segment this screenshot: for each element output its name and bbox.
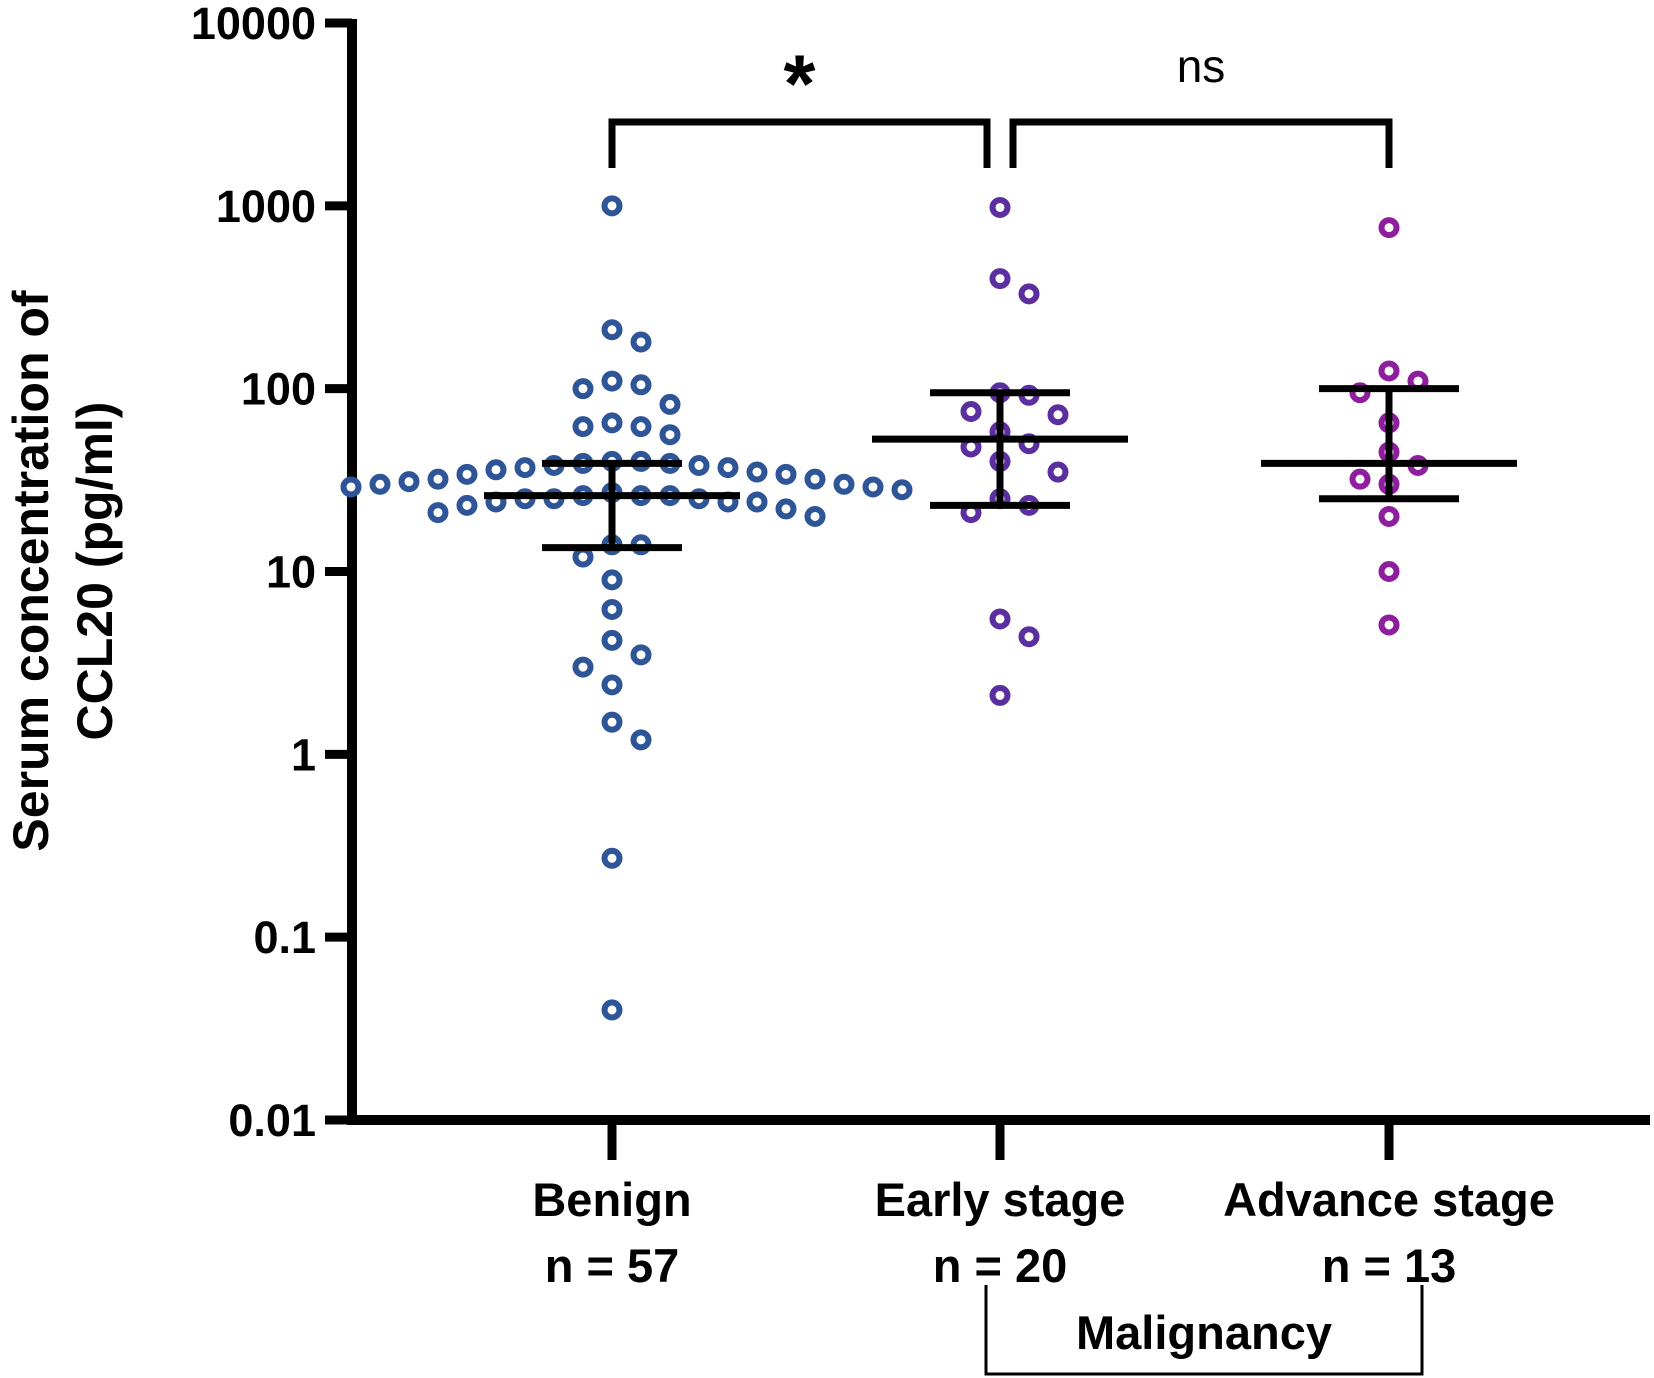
data-point: [989, 608, 1011, 630]
n-label: n = 20: [933, 1239, 1068, 1292]
data-point: [1047, 461, 1069, 483]
data-point: [804, 468, 826, 490]
data-point: [398, 471, 420, 493]
y-tick-label: 1: [291, 729, 316, 780]
data-point: [456, 494, 478, 516]
y-tick-label: 0.1: [253, 912, 316, 963]
data-point: [862, 476, 884, 498]
data-point: [601, 999, 623, 1021]
data-point: [572, 378, 594, 400]
data-point: [572, 546, 594, 568]
data-point: [1378, 561, 1400, 582]
data-point: [989, 268, 1011, 290]
data-point: [688, 454, 710, 476]
data-point: [775, 498, 797, 520]
category-label: Benign: [532, 1173, 691, 1226]
y-tick-label: 10: [266, 547, 316, 598]
data-point: [630, 644, 652, 666]
data-point: [456, 463, 478, 485]
significance-brackets: * ns: [608, 39, 1393, 168]
data-point: [572, 416, 594, 438]
data-point: [630, 416, 652, 438]
significance-bracket: [608, 118, 991, 168]
labels: Serum concentration of CCL20 (pg/ml) Benig…: [3, 290, 1555, 1376]
data-point: [659, 393, 681, 415]
data-point: [601, 412, 623, 434]
data-point: [514, 457, 536, 479]
data-point: [601, 629, 623, 651]
data-point: [601, 598, 623, 620]
data-point: [601, 711, 623, 733]
data-point: [601, 370, 623, 392]
significance-label: *: [784, 39, 816, 130]
data-point: [989, 196, 1011, 218]
data-point: [601, 569, 623, 591]
data-point: [601, 319, 623, 341]
y-tick-label: 0.01: [228, 1095, 316, 1146]
data-point: [1378, 505, 1400, 527]
y-axis-title-line-1: Serum concentration of: [3, 290, 59, 852]
y-axis-title: Serum concentration of CCL20 (pg/ml): [3, 290, 123, 852]
malignancy-label: Malignancy: [1076, 1306, 1332, 1359]
data-point: [1378, 360, 1400, 382]
y-tick-label: 1000: [216, 181, 316, 232]
data-point: [601, 195, 623, 217]
data-point: [746, 491, 768, 513]
significance-bracket: [1009, 118, 1393, 168]
data-point: [775, 463, 797, 485]
data-point: [804, 505, 826, 527]
data-point: [340, 476, 362, 498]
y-tick-label: 100: [241, 364, 316, 415]
data-point: [1047, 404, 1069, 426]
data-point: [1349, 468, 1371, 490]
category-label: Advance stage: [1223, 1173, 1555, 1226]
data-point: [1018, 283, 1040, 305]
median-iqr-bars: [484, 385, 1517, 552]
data-point: [717, 457, 739, 479]
data-point: [485, 459, 507, 481]
data-point: [601, 847, 623, 869]
data-point: [1378, 614, 1400, 636]
data-points: [340, 195, 1429, 1021]
y-tick-label: 10000: [191, 0, 316, 49]
data-point: [1018, 626, 1040, 648]
data-point: [572, 656, 594, 678]
data-point: [630, 374, 652, 396]
malignancy-bracket: [984, 1285, 1424, 1376]
data-point: [833, 473, 855, 495]
category-label: Early stage: [875, 1173, 1126, 1226]
data-point: [659, 424, 681, 446]
data-point: [630, 729, 652, 751]
data-point: [891, 479, 913, 501]
n-label: n = 13: [1322, 1239, 1457, 1292]
data-point: [1378, 217, 1400, 239]
data-point: [427, 468, 449, 490]
y-axis-title-line-2: CCL20 (pg/ml): [67, 402, 123, 741]
data-point: [989, 684, 1011, 706]
data-point: [746, 461, 768, 483]
data-point: [601, 674, 623, 696]
data-point: [960, 401, 982, 423]
axes: 0.01 0.1 1 10 100 1000 10000: [191, 0, 1650, 1160]
significance-label: ns: [1177, 40, 1226, 92]
data-point: [630, 331, 652, 353]
n-label: n = 57: [545, 1239, 680, 1292]
data-point: [427, 502, 449, 524]
data-point: [369, 473, 391, 495]
